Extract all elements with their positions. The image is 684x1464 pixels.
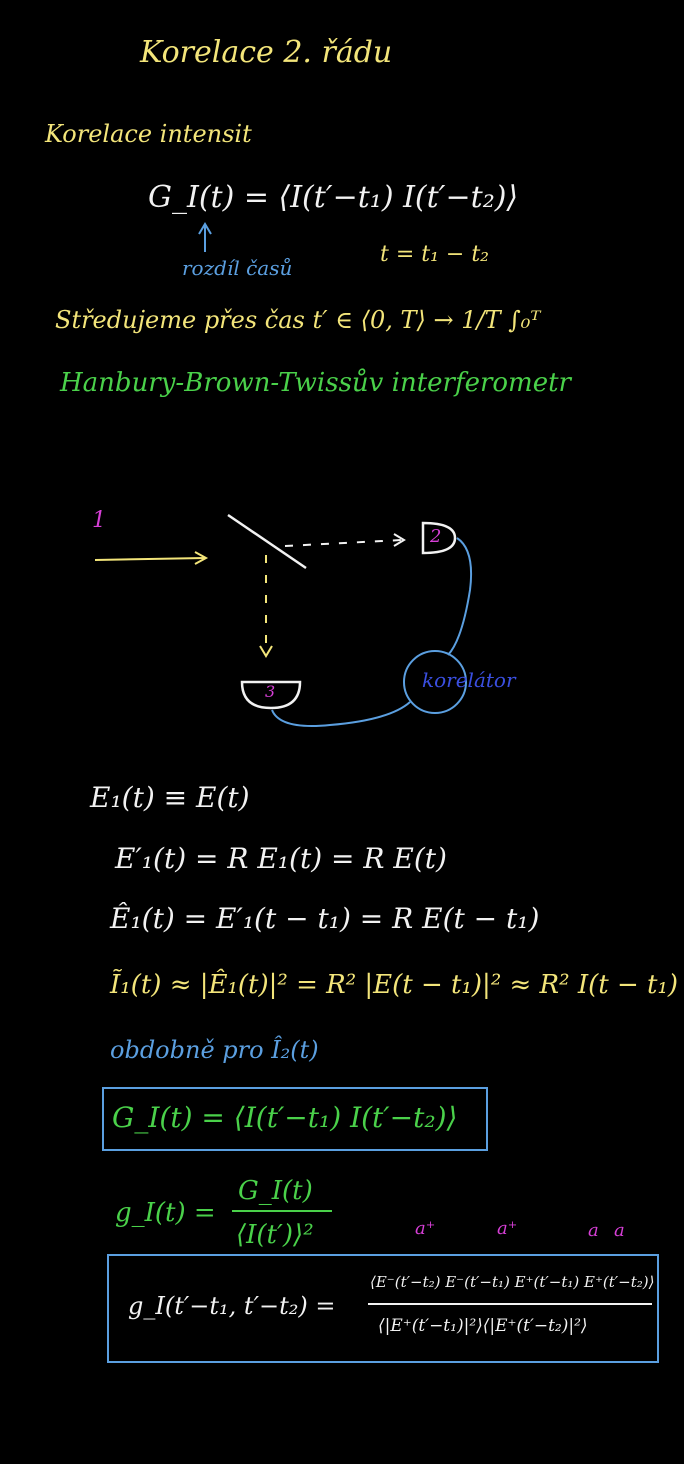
equation: E′₁(t) = R E₁(t) = R E(t) [115, 842, 447, 875]
detector-2 [421, 521, 457, 555]
equation: Ĩ₁(t) ≈ |Ê₁(t)|² = R² |E(t − t₁)|² ≈ R² … [110, 970, 679, 1000]
beam-splitter [227, 513, 307, 570]
cable [447, 537, 473, 656]
box [102, 1087, 488, 1151]
equation: t = t₁ − t₂ [380, 242, 490, 267]
equation: G_I(t) = ⟨I(t′−t₁) I(t′−t₂)⟩ [112, 1101, 458, 1134]
numerator: ⟨E⁻(t′−t₂) E⁻(t′−t₁) E⁺(t′−t₁) E⁺(t′−t₂)… [370, 1273, 655, 1291]
input-beam [94, 557, 206, 561]
operator: a [614, 1220, 625, 1241]
annotation: rozdíl časů [182, 256, 293, 280]
text: obdobně pro Î₂(t) [110, 1036, 319, 1064]
label: 3 [265, 682, 276, 701]
correlator [403, 650, 467, 714]
cable [271, 701, 411, 727]
equation: g_I(t) = [115, 1198, 216, 1228]
denominator: ⟨|E⁺(t′−t₁)|²⟩⟨|E⁺(t′−t₂)|²⟩ [378, 1316, 588, 1336]
text: Středujeme přes čas t′ ∈ ⟨0, T⟩ → 1/T ∫₀… [55, 306, 541, 334]
detector-3 [240, 680, 302, 710]
title: Korelace 2. řádu [140, 35, 393, 70]
denominator: ⟨I(t′)⟩² [236, 1220, 314, 1250]
arrow-head [259, 645, 273, 658]
operator: a [588, 1220, 599, 1241]
reflected-beam [284, 539, 403, 547]
heading: Hanbury-Brown-Twissův interferometr [60, 368, 571, 398]
label: 2 [430, 526, 442, 547]
operator: a⁺ [497, 1218, 518, 1239]
label: korelátor [422, 668, 516, 692]
equation: Ê₁(t) = E′₁(t − t₁) = R E(t − t₁) [110, 902, 540, 935]
equation: G_I(t) = ⟨I(t′−t₁) I(t′−t₂)⟩ [148, 180, 519, 215]
arrow-head [393, 533, 406, 547]
heading: Korelace intensit [45, 120, 252, 148]
arrow-head [198, 222, 212, 235]
numerator: G_I(t) [238, 1176, 313, 1206]
equation: E₁(t) ≡ E(t) [90, 781, 250, 814]
box [107, 1254, 659, 1363]
equation: g_I(t′−t₁, t′−t₂) = [128, 1292, 336, 1320]
label: 1 [92, 508, 106, 533]
operator: a⁺ [415, 1218, 436, 1239]
arrow-head [194, 551, 209, 565]
